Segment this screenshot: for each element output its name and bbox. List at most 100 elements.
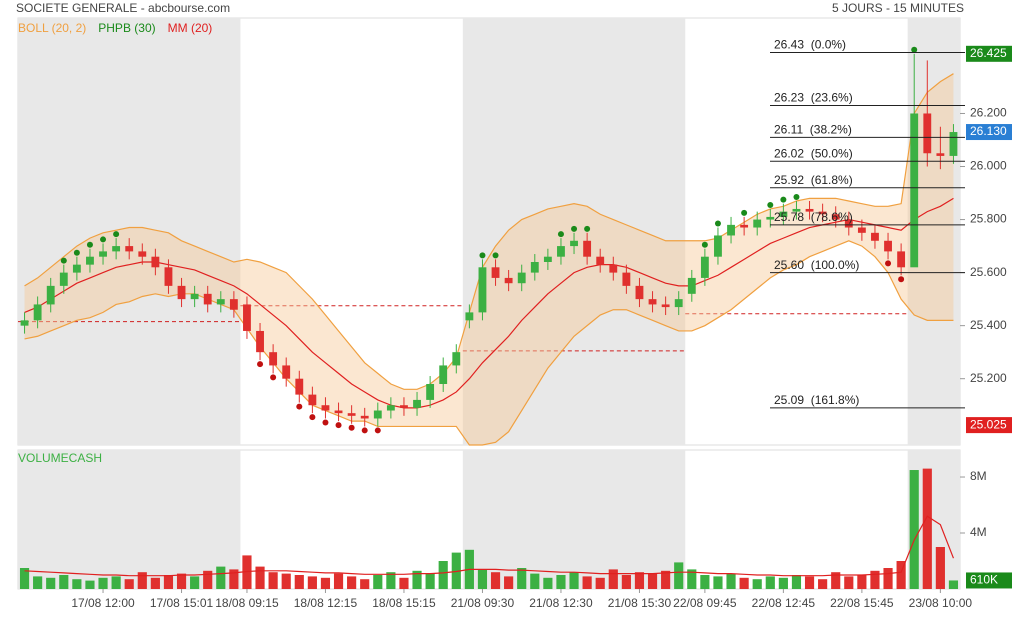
x-tick-label: 17/08 12:00 bbox=[71, 596, 135, 610]
moving-average bbox=[24, 197, 954, 409]
candle-body bbox=[426, 384, 435, 400]
volume-bar bbox=[176, 573, 187, 589]
signal-up bbox=[557, 231, 564, 238]
candle-body bbox=[439, 365, 448, 384]
volume-bar bbox=[870, 570, 880, 589]
fib-label: 26.11 (38.2%) bbox=[774, 123, 852, 137]
volume-bar bbox=[543, 577, 553, 589]
volume-bar bbox=[255, 566, 265, 589]
volume-bar bbox=[791, 575, 802, 589]
price-marker bbox=[966, 417, 1012, 434]
candle-body bbox=[609, 264, 618, 273]
candle-body bbox=[99, 251, 107, 257]
volume-bar bbox=[438, 561, 448, 589]
volume-bar bbox=[922, 468, 932, 589]
signal-up bbox=[113, 231, 120, 238]
candle-body bbox=[386, 405, 395, 411]
candle-body bbox=[86, 256, 94, 265]
signal-down bbox=[322, 419, 329, 426]
candle-body bbox=[203, 293, 212, 305]
volume-bar bbox=[752, 579, 762, 589]
volume-bar bbox=[739, 577, 749, 589]
fib-label: 25.78 (78.6%) bbox=[774, 210, 853, 224]
legend-entry: PHPB (30) bbox=[98, 21, 155, 35]
x-tick-label: 18/08 12:15 bbox=[294, 596, 358, 610]
signal-up bbox=[780, 196, 787, 203]
volume-bar bbox=[399, 577, 409, 589]
legend-entry: BOLL (20, 2) bbox=[18, 21, 86, 35]
volume-bar bbox=[713, 576, 723, 589]
candle-body bbox=[871, 232, 879, 241]
volume-bar bbox=[281, 573, 291, 589]
price-marker bbox=[966, 45, 1012, 62]
chart-title: SOCIETE GENERALE - abcbourse.com bbox=[16, 1, 230, 15]
fib-label: 25.09 (161.8%) bbox=[774, 393, 859, 407]
y-tick-label: 26.200 bbox=[970, 106, 1007, 120]
candle-body bbox=[308, 394, 317, 406]
volume-bar bbox=[556, 575, 566, 589]
boll-band bbox=[24, 73, 954, 446]
volume-bar bbox=[778, 577, 788, 589]
candle-body bbox=[622, 272, 631, 286]
volume-bar bbox=[163, 575, 174, 589]
volume-bar bbox=[216, 566, 226, 589]
volume-bar bbox=[124, 579, 134, 589]
candle-body bbox=[844, 219, 853, 228]
candle-body bbox=[740, 224, 749, 228]
signal-up bbox=[741, 209, 748, 216]
candle-body bbox=[700, 256, 709, 278]
y-tick-label: 25.800 bbox=[970, 212, 1007, 226]
volume-bar bbox=[229, 569, 239, 589]
candle-body bbox=[33, 304, 42, 321]
signal-up bbox=[100, 236, 107, 243]
volume-bar bbox=[517, 568, 527, 589]
signal-down bbox=[335, 422, 342, 429]
candle-body bbox=[517, 272, 526, 284]
candle-body bbox=[190, 293, 199, 300]
signal-down bbox=[270, 374, 277, 381]
x-tick-label: 18/08 15:15 bbox=[372, 596, 436, 610]
fib-label: 25.92 (61.8%) bbox=[774, 173, 853, 187]
volume-bar bbox=[477, 569, 488, 589]
x-tick-label: 23/08 10:00 bbox=[909, 596, 973, 610]
x-tick-label: 22/08 09:45 bbox=[673, 596, 737, 610]
signal-up bbox=[479, 252, 486, 259]
x-tick-label: 22/08 15:45 bbox=[830, 596, 894, 610]
signal-up bbox=[793, 194, 800, 200]
signal-down bbox=[257, 361, 264, 368]
candle-body bbox=[20, 320, 29, 326]
volume-bar bbox=[595, 577, 605, 589]
x-tick-label: 21/08 12:30 bbox=[529, 596, 593, 610]
price-marker-label: 26.425 bbox=[970, 46, 1007, 60]
volume-bar bbox=[909, 470, 919, 589]
candle-body bbox=[674, 299, 683, 308]
signal-down bbox=[348, 424, 355, 431]
candle-body bbox=[59, 272, 68, 286]
signal-up bbox=[714, 220, 721, 227]
signal-down bbox=[309, 414, 316, 421]
candle-body bbox=[334, 410, 343, 414]
candle-body bbox=[596, 256, 605, 265]
volume-bar bbox=[190, 576, 200, 589]
volume-bar bbox=[386, 572, 396, 589]
volume-bar bbox=[608, 569, 618, 589]
signal-up bbox=[60, 257, 67, 264]
fib-label: 26.02 (50.0%) bbox=[774, 146, 853, 160]
price-marker-label: 25.025 bbox=[970, 417, 1007, 431]
candle-body bbox=[583, 240, 592, 257]
volume-bar bbox=[242, 555, 252, 589]
candle-body bbox=[360, 415, 369, 419]
price-marker-label: 610K bbox=[970, 573, 998, 587]
candle-body bbox=[282, 365, 291, 379]
volume-bar bbox=[621, 575, 631, 589]
signal-up bbox=[492, 252, 499, 259]
candle-body bbox=[805, 208, 814, 212]
volume-bar bbox=[844, 576, 854, 589]
signal-up bbox=[701, 241, 708, 248]
candle-body bbox=[347, 413, 356, 416]
signal-up bbox=[767, 201, 774, 208]
volume-bar bbox=[935, 547, 945, 589]
signal-down bbox=[885, 260, 892, 267]
candle-body bbox=[543, 256, 552, 262]
candle-body bbox=[635, 285, 644, 300]
